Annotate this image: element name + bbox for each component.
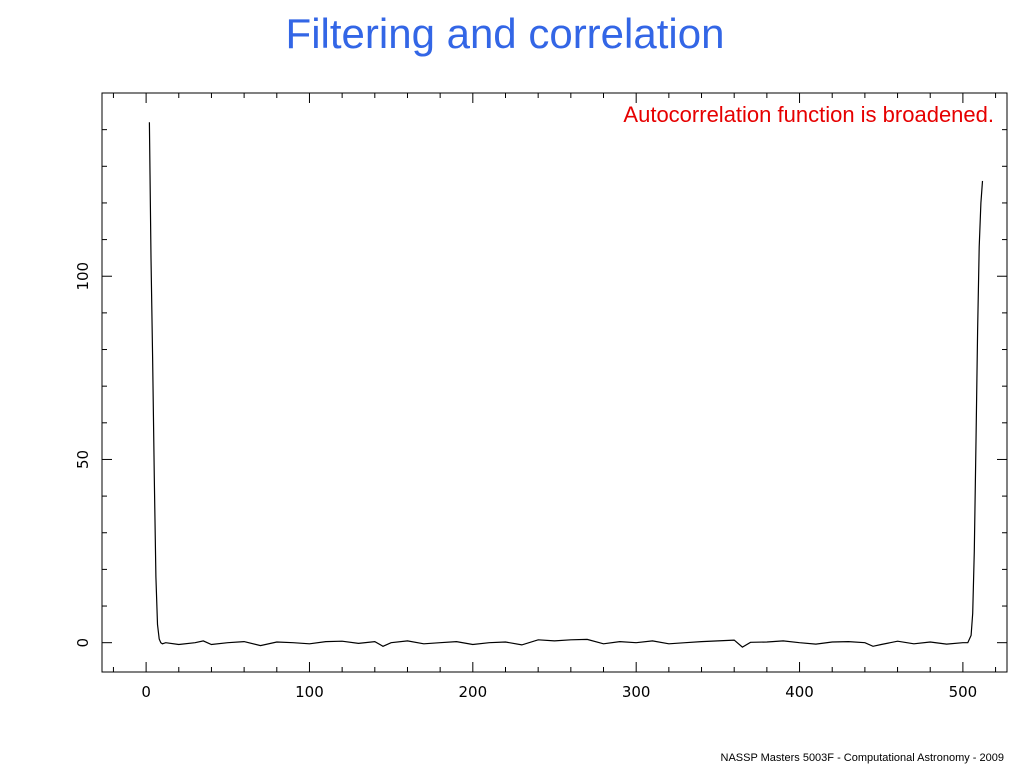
x-tick-label: 200: [459, 683, 488, 701]
plot-border: [101, 92, 1008, 673]
y-tick-label: 50: [74, 450, 92, 469]
chart-annotation: Autocorrelation function is broadened.: [623, 102, 994, 127]
x-tick-label: 500: [949, 683, 978, 701]
slide-footer: NASSP Masters 5003F - Computational Astr…: [720, 752, 1005, 764]
x-tick-labels: 0 100 200 300 400 500: [141, 683, 977, 701]
autocorrelation-line: [148, 122, 984, 648]
plot-frame: [101, 92, 1008, 673]
y-tick-label: 100: [74, 262, 92, 291]
y-tick-labels: 0 50 100: [74, 262, 92, 648]
series-group: [148, 122, 984, 648]
axis-ticks: [102, 93, 1007, 672]
x-tick-label: 300: [622, 683, 651, 701]
y-tick-label: 0: [74, 638, 92, 648]
x-tick-label: 100: [295, 683, 324, 701]
slide-title: Filtering and correlation: [285, 10, 725, 57]
x-tick-label: 0: [141, 683, 151, 701]
x-tick-label: 400: [785, 683, 814, 701]
